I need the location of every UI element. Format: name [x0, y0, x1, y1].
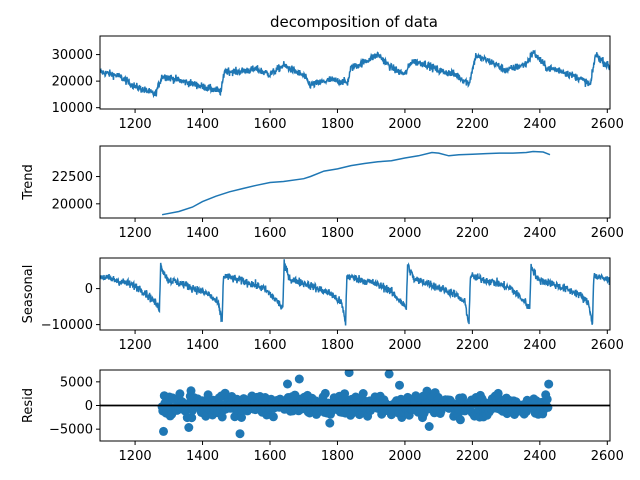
y-axis-label-seasonal: Seasonal	[21, 265, 36, 324]
x-tick-label: 2200	[456, 117, 489, 132]
x-tick-label: 1200	[119, 449, 152, 464]
resid-point	[424, 422, 434, 431]
resid-point	[384, 370, 394, 379]
panel-frame-observed	[99, 35, 611, 110]
x-tick-label: 2200	[456, 449, 489, 464]
y-tick-label: 0	[85, 399, 93, 414]
x-tick-label: 1400	[186, 226, 219, 241]
y-tick-label: 0	[85, 282, 93, 297]
x-tick-label: 1200	[119, 226, 152, 241]
x-tick-label: 1200	[119, 117, 152, 132]
resid-point	[325, 418, 335, 428]
x-tick-label: 2600	[591, 449, 624, 464]
y-tick-label: 20000	[52, 75, 93, 90]
y-tick-label: 5000	[60, 375, 93, 390]
resid-point	[217, 412, 227, 422]
resid-point	[268, 412, 278, 422]
x-tick-label: 1400	[186, 449, 219, 464]
plot-area-trend	[161, 150, 551, 216]
x-tick-label: 2400	[523, 449, 556, 464]
resid-point	[159, 426, 168, 436]
resid-point	[542, 394, 552, 404]
figure-title: decomposition of data	[270, 13, 438, 31]
trend-series-line	[161, 150, 551, 216]
y-tick-label: 20000	[52, 197, 93, 212]
x-tick-label: 2000	[388, 226, 421, 241]
panel-observed: 1200 1400 1600 1800 2000 2200 2400 2600 10000 200…	[52, 35, 624, 132]
y-axis-label-resid: Resid	[21, 388, 36, 423]
y-tick-label: −10000	[41, 318, 93, 333]
resid-point	[175, 389, 185, 399]
x-tick-label: 2200	[456, 338, 489, 353]
resid-point	[543, 402, 553, 412]
x-tick-label: 1800	[321, 449, 354, 464]
x-tick-label: 2600	[591, 117, 624, 132]
plot-area-resid	[100, 370, 610, 439]
y-tick-label: 30000	[52, 48, 93, 63]
y-tick-label: −5000	[49, 423, 93, 438]
panel-resid: 1200 1400 1600 1800 2000 2200 2400 2600 −5000 0 50…	[21, 369, 624, 464]
observed-series-line	[100, 49, 610, 99]
resid-point	[320, 388, 330, 398]
resid-point	[294, 374, 304, 384]
y-tick-label: 10000	[52, 101, 93, 116]
resid-point	[340, 389, 350, 399]
resid-point	[358, 389, 368, 398]
resid-point	[403, 392, 413, 402]
resid-point	[237, 413, 246, 422]
resid-point	[184, 423, 194, 432]
x-tick-label: 1600	[253, 226, 286, 241]
x-tick-label: 1400	[186, 117, 219, 132]
x-tick-label: 1800	[321, 226, 354, 241]
x-tick-label: 1600	[253, 117, 286, 132]
x-tick-label: 2000	[388, 117, 421, 132]
resid-point	[544, 379, 554, 389]
plot-area-seasonal	[100, 259, 610, 326]
resid-point	[395, 380, 404, 390]
panel-trend: 1200 1400 1600 1800 2000 2200 2400 2600 20000 225…	[21, 145, 624, 241]
x-tick-label: 2000	[388, 338, 421, 353]
resid-point	[187, 413, 197, 423]
x-tick-label: 2600	[591, 338, 624, 353]
x-tick-label: 1600	[253, 338, 286, 353]
x-tick-label: 2600	[591, 226, 624, 241]
x-tick-label: 1400	[186, 338, 219, 353]
x-tick-label: 2400	[523, 117, 556, 132]
resid-point	[455, 415, 465, 425]
x-tick-label: 1600	[253, 449, 286, 464]
y-axis-label-trend: Trend	[21, 164, 36, 201]
seasonal-series-line	[100, 259, 610, 326]
panel-frame-seasonal	[99, 257, 611, 331]
x-tick-label: 1200	[119, 338, 152, 353]
resid-point	[186, 386, 196, 396]
x-tick-label: 2200	[456, 226, 489, 241]
panel-frame-trend	[99, 145, 611, 219]
resid-point	[283, 379, 292, 389]
x-tick-label: 1800	[321, 117, 354, 132]
y-tick-label: 22500	[52, 170, 93, 185]
panel-seasonal: 1200 1400 1600 1800 2000 2200 2400 2600 −10000 0 S…	[21, 257, 624, 353]
plot-area-observed	[100, 49, 610, 99]
resid-point	[344, 370, 354, 378]
resid-point	[235, 429, 245, 439]
x-tick-label: 2000	[388, 449, 421, 464]
x-tick-label: 2400	[523, 338, 556, 353]
x-tick-label: 2400	[523, 226, 556, 241]
x-tick-label: 1800	[321, 338, 354, 353]
